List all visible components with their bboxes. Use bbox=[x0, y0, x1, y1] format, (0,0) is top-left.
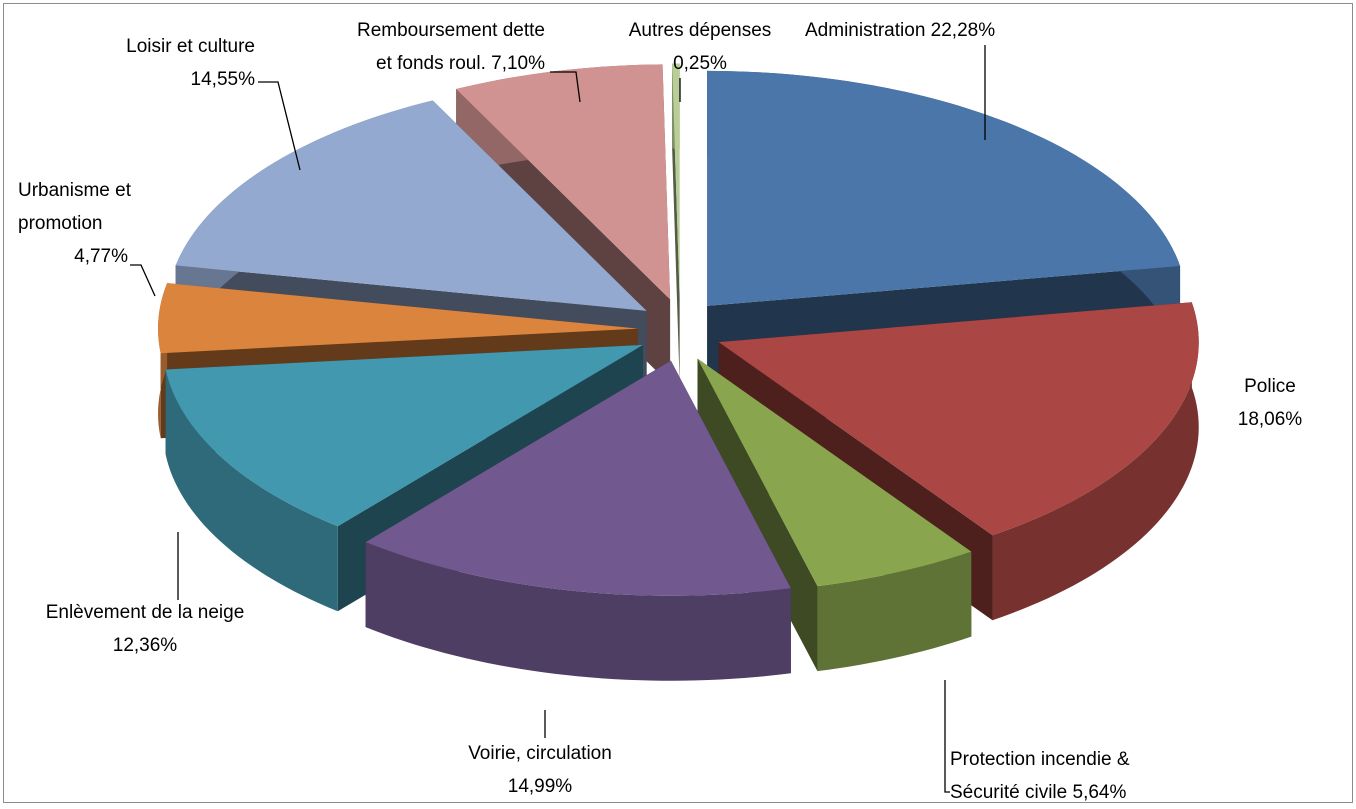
slice-top bbox=[672, 63, 680, 299]
slice-top bbox=[365, 360, 791, 596]
leader-line bbox=[258, 81, 301, 171]
value-label: 4,77% bbox=[74, 246, 128, 267]
category-label: Loisir et culture bbox=[126, 36, 255, 57]
leader-lines bbox=[130, 45, 986, 793]
data-label: Autres dépenses 0,25% bbox=[600, 14, 800, 80]
value-label: 18,06% bbox=[1237, 409, 1303, 430]
data-label: Remboursement dette et fonds roul. 7,10% bbox=[340, 14, 545, 80]
slice-wall bbox=[365, 542, 791, 681]
data-label: Urbanisme et promotion 4,77% bbox=[18, 174, 158, 273]
leader-line bbox=[130, 264, 156, 297]
slice-wall bbox=[165, 369, 338, 612]
category-label: Police bbox=[1244, 376, 1296, 397]
value-label: 14,55% bbox=[190, 69, 255, 90]
value-label: 7,10% bbox=[491, 53, 545, 74]
slice bbox=[672, 63, 680, 384]
data-label: Administration 22,28% bbox=[805, 14, 1105, 47]
category-label: Protection incendie & Sécurité civile bbox=[950, 749, 1130, 803]
category-label: Enlèvement de la neige bbox=[45, 602, 245, 623]
slice-top bbox=[697, 358, 972, 587]
data-label: Enlèvement de la neige 12,36% bbox=[5, 596, 285, 662]
slice-top bbox=[175, 100, 647, 311]
slice-top bbox=[158, 283, 639, 354]
pie bbox=[158, 63, 1199, 681]
data-label: Loisir et culture 14,55% bbox=[75, 30, 255, 96]
data-label: Police 18,06% bbox=[1210, 370, 1330, 436]
data-label: Voirie, circulation 14,99% bbox=[415, 737, 665, 803]
value-label: 14,99% bbox=[507, 776, 573, 797]
value-label: 12,36% bbox=[112, 635, 178, 656]
category-label: Administration bbox=[805, 20, 926, 41]
slice-top bbox=[707, 70, 1181, 306]
slice-wall bbox=[817, 551, 972, 672]
value-label: 5,64% bbox=[1072, 782, 1127, 803]
category-label: Remboursement dette et fonds roul. bbox=[357, 20, 545, 74]
category-label: Voirie, circulation bbox=[468, 743, 612, 764]
slice bbox=[365, 360, 791, 681]
category-label: Autres dépenses bbox=[628, 20, 772, 41]
slice-top bbox=[165, 344, 644, 527]
chart-border bbox=[3, 3, 1353, 803]
slice-top bbox=[718, 302, 1199, 536]
category-label: Urbanisme et promotion bbox=[18, 180, 131, 234]
leader-line bbox=[944, 680, 950, 793]
value-label: 0,25% bbox=[673, 53, 727, 74]
data-label: Protection incendie & Sécurité civile 5,… bbox=[950, 743, 1182, 809]
slice-wall bbox=[992, 302, 1199, 621]
slice-top bbox=[456, 64, 671, 300]
leader-line bbox=[550, 71, 581, 103]
value-label: 22,28% bbox=[930, 20, 996, 41]
